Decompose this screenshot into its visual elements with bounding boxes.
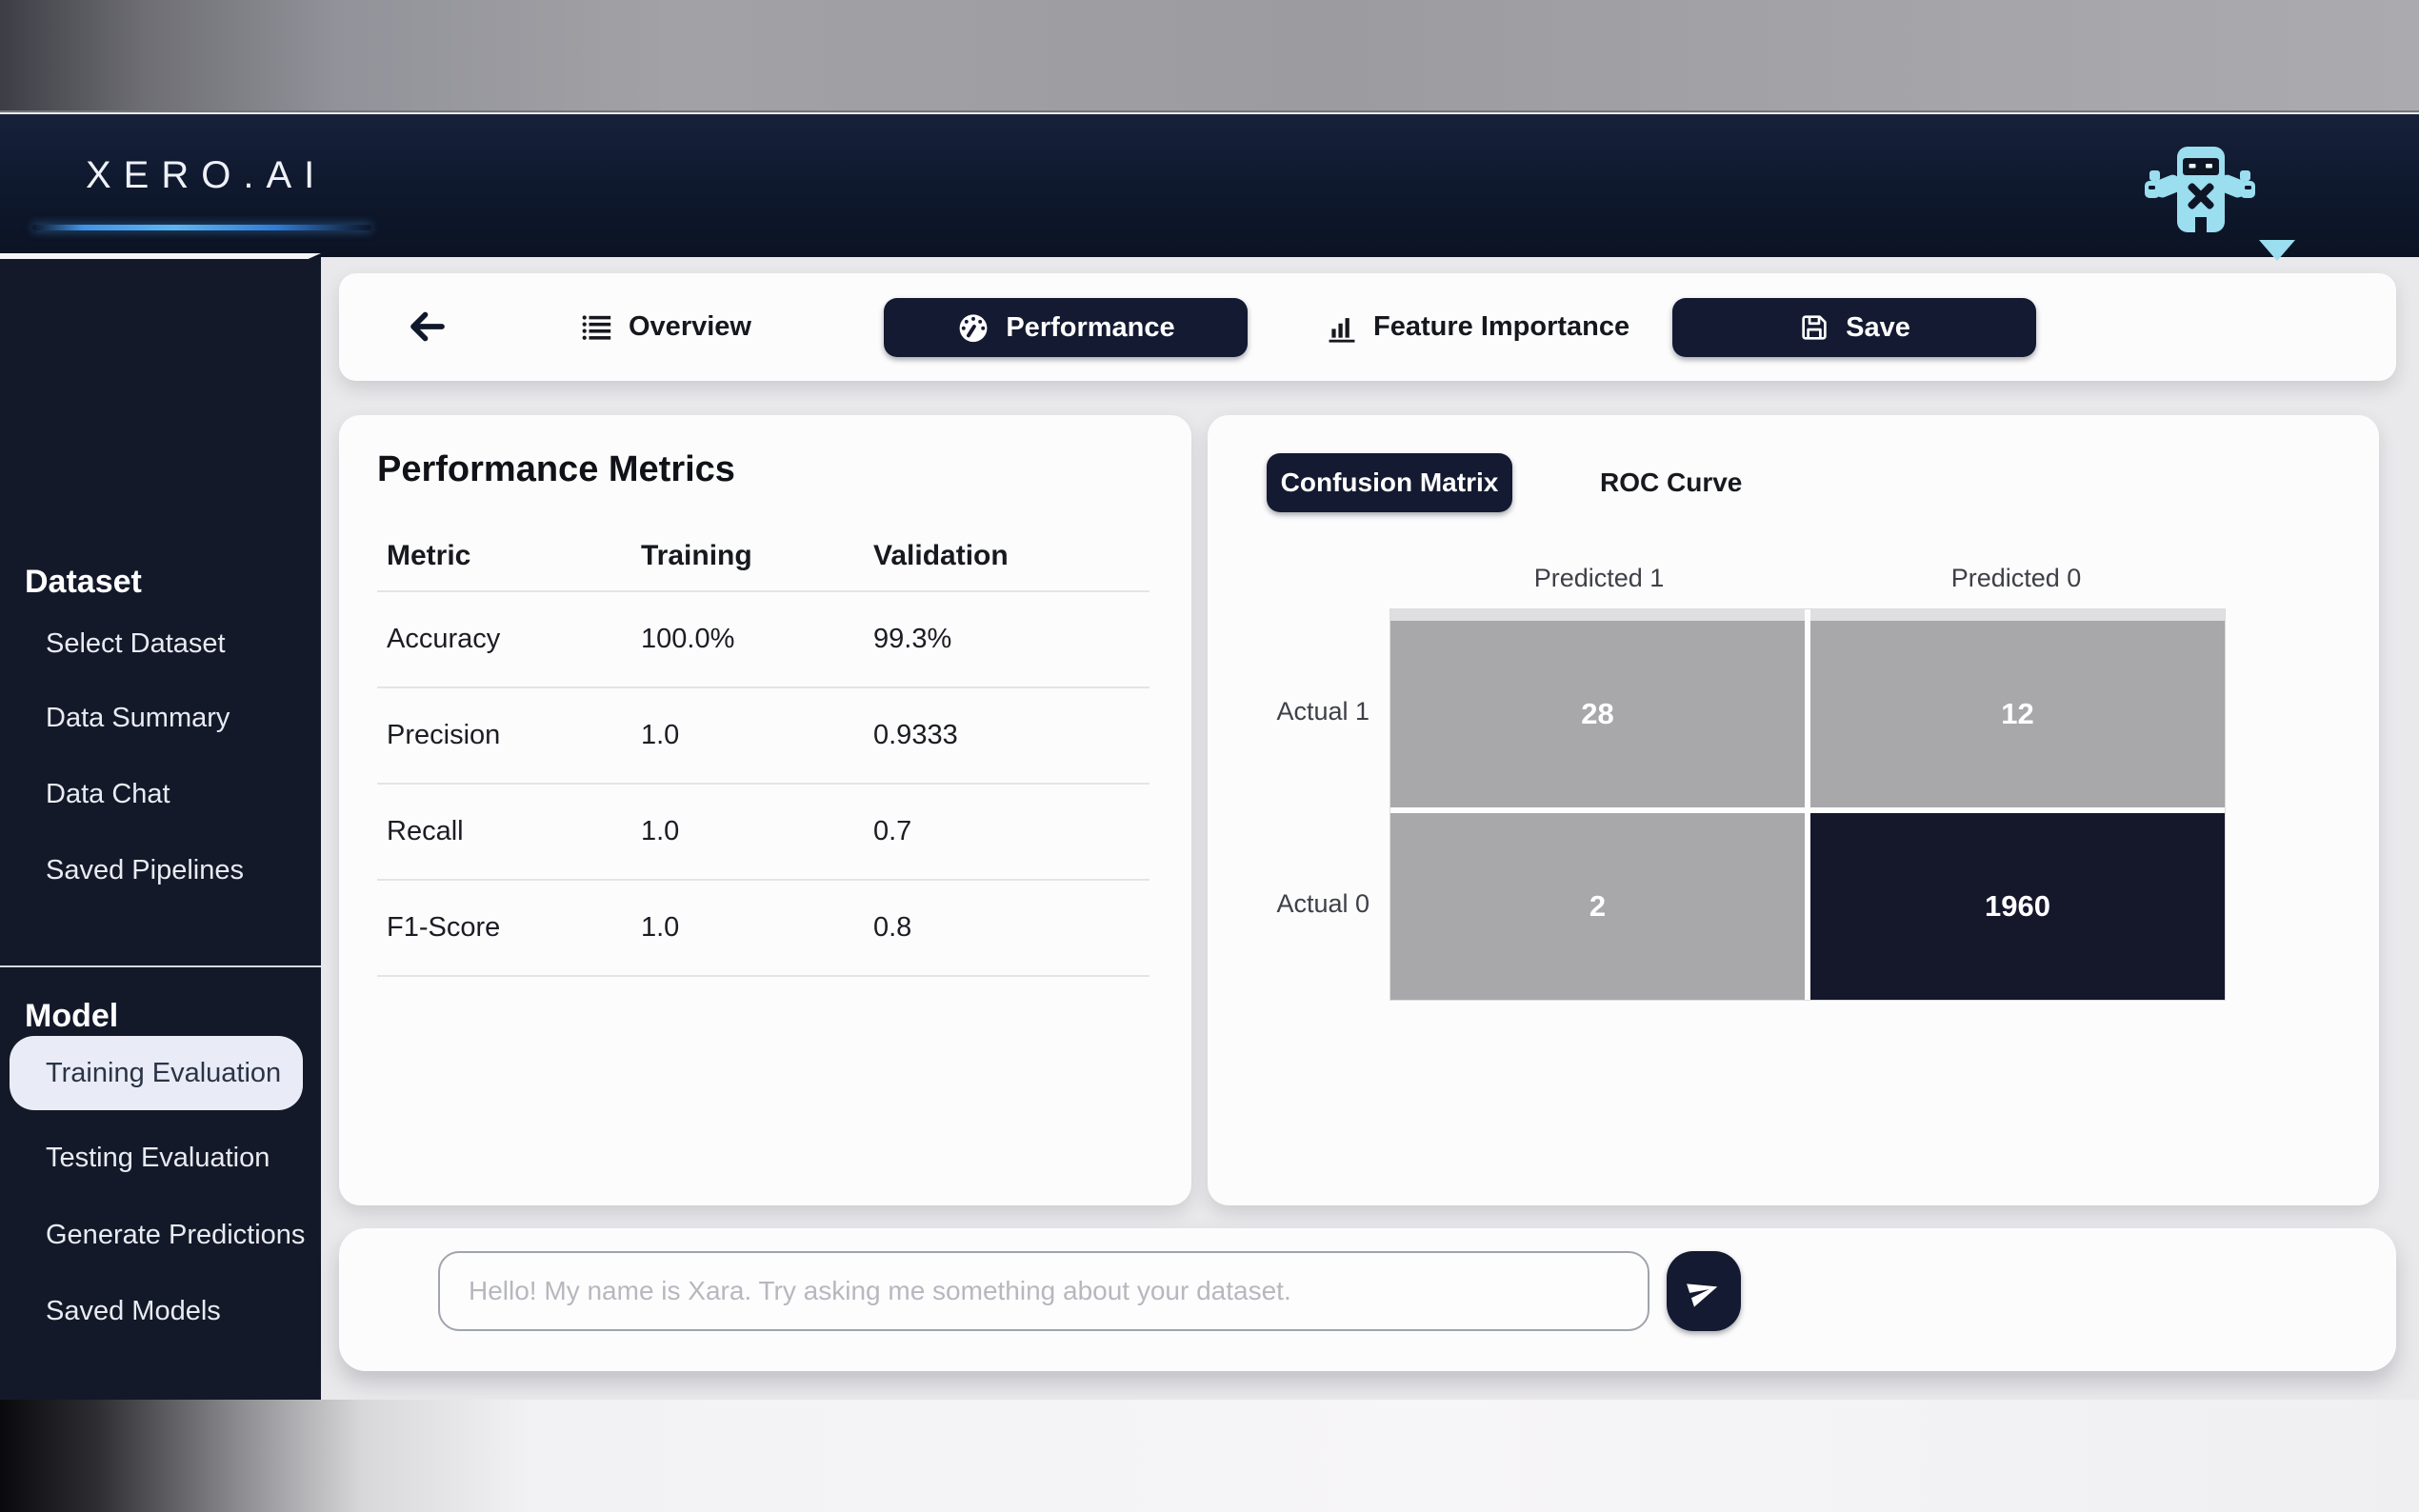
- robot-mascot-icon: [2145, 147, 2255, 232]
- tab-roc-curve[interactable]: ROC Curve: [1600, 453, 1742, 512]
- actual-1-label: Actual 1: [1276, 697, 1369, 726]
- sidebar-section-model: Model: [25, 998, 119, 1034]
- cell-metric: Precision: [387, 720, 501, 750]
- predicted-1-label: Predicted 1: [1533, 564, 1665, 592]
- paper-plane-icon: [1687, 1283, 1718, 1307]
- app-logo: XERO.AI: [86, 154, 328, 196]
- sidebar-top-divider: [0, 253, 321, 259]
- tab-confusion-matrix-label: Confusion Matrix: [1280, 468, 1499, 497]
- cell-metric: F1-Score: [387, 912, 501, 943]
- profile-menu-button[interactable]: [2143, 139, 2305, 261]
- matrix-top-strip: [1390, 609, 2225, 621]
- sidebar-item-data-summary[interactable]: Data Summary: [46, 703, 230, 733]
- performance-metrics-panel: Performance Metrics Metric Training Vali…: [339, 415, 1191, 1205]
- evaluation-chart-panel: Confusion Matrix ROC Curve Predicted 1 P…: [1208, 415, 2379, 1205]
- col-header-training: Training: [641, 540, 752, 571]
- chat-bar: [339, 1228, 2396, 1371]
- tab-confusion-matrix[interactable]: Confusion Matrix: [1267, 453, 1512, 512]
- window-chrome-strip: [0, 0, 2419, 112]
- cell-training: 1.0: [641, 912, 680, 943]
- chevron-down-icon[interactable]: [2259, 240, 2295, 261]
- tab-overview[interactable]: Overview: [581, 273, 751, 381]
- send-button[interactable]: [1667, 1251, 1741, 1331]
- bottom-chrome-strip: [0, 1400, 2419, 1512]
- cell-metric: Recall: [387, 816, 464, 846]
- predicted-axis-labels: Predicted 1 Predicted 0: [1390, 564, 2225, 593]
- cell-training: 100.0%: [641, 624, 735, 654]
- predicted-0-label: Predicted 0: [1950, 564, 2082, 592]
- matrix-cell-tp: 28: [1390, 621, 1805, 807]
- sidebar-item-select-dataset[interactable]: Select Dataset: [46, 628, 226, 659]
- matrix-cell-fn: 12: [1810, 621, 2225, 807]
- sidebar-divider: [0, 965, 321, 967]
- table-row: Recall 1.0 0.7: [377, 785, 1150, 881]
- toolbar: Overview Performance: [339, 273, 2396, 381]
- tab-roc-curve-label: ROC Curve: [1600, 468, 1743, 497]
- sidebar-item-training-evaluation[interactable]: Training Evaluation: [10, 1036, 303, 1110]
- metrics-table: Metric Training Validation Accuracy 100.…: [377, 522, 1150, 977]
- tab-feature-importance-label: Feature Importance: [1373, 311, 1630, 342]
- col-header-validation: Validation: [873, 540, 1009, 571]
- logo-underline: [32, 225, 371, 230]
- col-header-metric: Metric: [387, 540, 471, 571]
- sidebar-item-testing-evaluation[interactable]: Testing Evaluation: [46, 1143, 270, 1173]
- matrix-cell-tn: 1960: [1810, 813, 2225, 1000]
- table-header-row: Metric Training Validation: [377, 522, 1150, 592]
- sidebar-item-data-chat[interactable]: Data Chat: [46, 779, 170, 809]
- save-icon: [1802, 315, 1827, 340]
- cell-validation: 0.7: [873, 816, 912, 846]
- tab-feature-importance[interactable]: Feature Importance: [1326, 273, 1629, 381]
- sidebar-item-label: Training Evaluation: [46, 1057, 282, 1088]
- cell-metric: Accuracy: [387, 624, 501, 654]
- cell-validation: 0.9333: [873, 720, 958, 750]
- actual-0-label: Actual 0: [1276, 889, 1369, 918]
- table-row: F1-Score 1.0 0.8: [377, 881, 1150, 977]
- table-row: Precision 1.0 0.9333: [377, 688, 1150, 785]
- cell-training: 1.0: [641, 720, 680, 750]
- bar-chart-icon: [1329, 317, 1355, 343]
- sidebar-item-saved-models[interactable]: Saved Models: [46, 1296, 221, 1326]
- save-button[interactable]: Save: [1672, 298, 2036, 357]
- sidebar-item-generate-predictions[interactable]: Generate Predictions: [46, 1220, 306, 1250]
- save-button-label: Save: [1846, 311, 1910, 343]
- cell-validation: 0.8: [873, 912, 912, 943]
- gauge-icon: [959, 314, 988, 343]
- table-row: Accuracy 100.0% 99.3%: [377, 592, 1150, 688]
- app-header: XERO.AI: [0, 114, 2419, 261]
- matrix-cell-fp: 2: [1390, 813, 1805, 1000]
- tab-performance[interactable]: Performance: [884, 298, 1248, 357]
- tab-overview-label: Overview: [629, 311, 751, 342]
- list-icon: [582, 314, 611, 340]
- tab-performance-label: Performance: [1006, 311, 1175, 343]
- chat-input[interactable]: [438, 1251, 1649, 1331]
- cell-validation: 99.3%: [873, 624, 952, 654]
- panel-title: Performance Metrics: [377, 449, 735, 489]
- sidebar-section-dataset: Dataset: [25, 564, 142, 600]
- sidebar: Dataset Select Dataset Data Summary Data…: [0, 253, 321, 1400]
- confusion-matrix-grid: 28 12 2 1960: [1390, 609, 2225, 1000]
- cell-training: 1.0: [641, 816, 680, 846]
- back-button[interactable]: [406, 308, 450, 346]
- sidebar-item-saved-pipelines[interactable]: Saved Pipelines: [46, 855, 244, 885]
